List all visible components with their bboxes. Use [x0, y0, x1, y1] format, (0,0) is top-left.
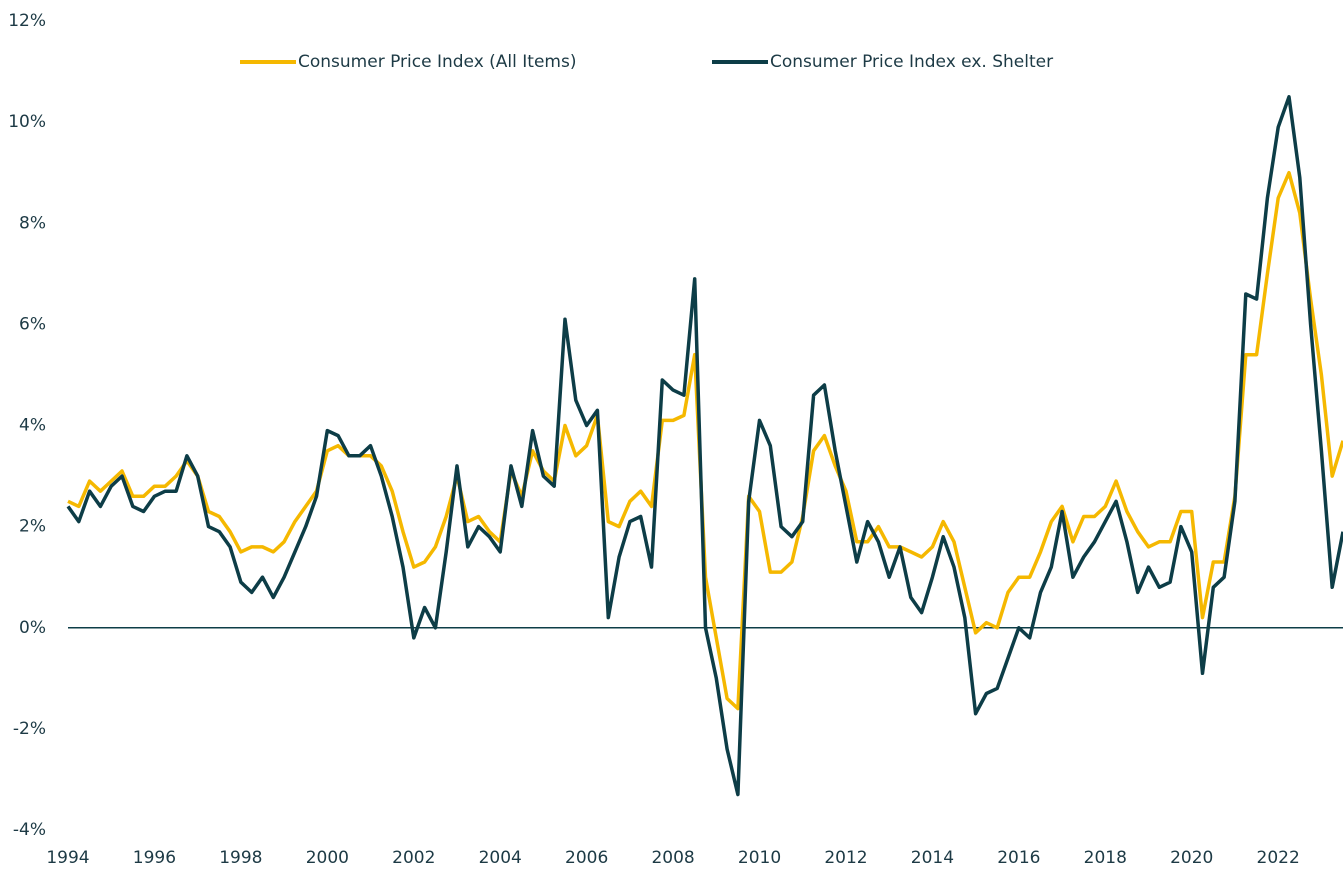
legend-label: Consumer Price Index (All Items): [298, 52, 576, 72]
y-tick-label: 2%: [19, 517, 46, 537]
y-tick-label: 12%: [8, 11, 46, 31]
x-tick-label: 2004: [479, 848, 522, 868]
x-tick-label: 1998: [219, 848, 262, 868]
x-tick-label: 2020: [1170, 848, 1213, 868]
y-tick-label: 10%: [8, 112, 46, 132]
y-tick-label: -2%: [13, 719, 46, 739]
x-tick-label: 2010: [738, 848, 781, 868]
y-tick-label: 8%: [19, 213, 46, 233]
y-tick-label: 0%: [19, 618, 46, 638]
x-tick-label: 2002: [392, 848, 435, 868]
x-tick-label: 2008: [651, 848, 694, 868]
x-tick-label: 1994: [46, 848, 89, 868]
x-tick-label: 2016: [997, 848, 1040, 868]
x-tick-label: 2012: [824, 848, 867, 868]
legend-label: Consumer Price Index ex. Shelter: [770, 52, 1053, 72]
y-tick-label: -4%: [13, 820, 46, 840]
x-tick-label: 2000: [306, 848, 349, 868]
x-tick-label: 2006: [565, 848, 608, 868]
y-tick-label: 6%: [19, 314, 46, 334]
x-tick-label: 1996: [133, 848, 176, 868]
line-series: [66, 95, 1343, 797]
x-tick-label: 2022: [1257, 848, 1300, 868]
x-tick-label: 2014: [911, 848, 954, 868]
x-tick-label: 2018: [1084, 848, 1127, 868]
y-tick-label: 4%: [19, 416, 46, 436]
